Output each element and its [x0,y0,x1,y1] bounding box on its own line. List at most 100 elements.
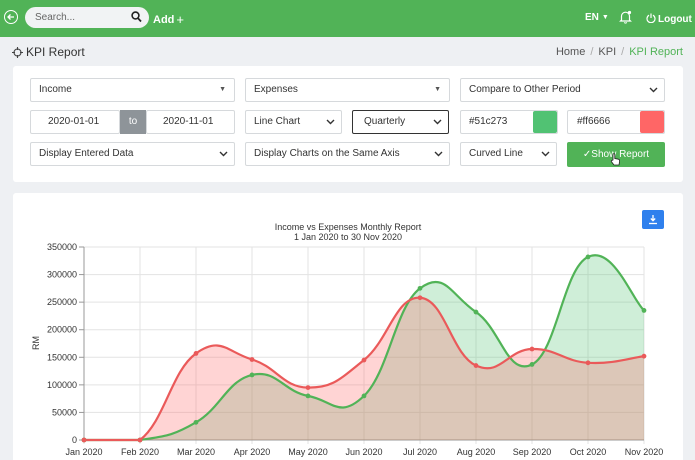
search-input[interactable] [35,10,125,25]
line-style-select[interactable]: Curved Line [460,142,557,166]
x-tick-label: Sep 2020 [513,447,552,457]
chevron-down-icon [326,119,335,125]
search-icon[interactable] [131,11,142,23]
checkmark-icon: ✓ [582,149,592,160]
breadcrumb-current: KPI Report [629,46,683,58]
chevron-down-icon [541,151,550,157]
display-data-select[interactable]: Display Entered Data [30,142,235,166]
page-header: KPI Report Home / KPI / KPI Report [0,37,695,67]
top-navigation-bar: Add+ EN▼ Logout [0,0,695,37]
page-title-text: KPI Report [26,45,85,59]
page-title: KPI Report [12,45,85,59]
breadcrumb-separator: / [621,46,625,58]
x-tick-label: Mar 2020 [177,447,215,457]
series-point-1 [417,295,423,301]
notification-bell-icon[interactable] [619,10,632,27]
y-axis-label: RM [31,336,41,350]
x-tick-label: Jun 2020 [345,447,382,457]
crosshair-icon [12,47,23,58]
series-point-1 [529,346,535,352]
chart-type-select[interactable]: Line Chart [245,110,342,134]
x-tick-label: Jul 2020 [403,447,437,457]
language-label: EN [585,12,599,23]
download-button[interactable] [642,210,664,229]
to-label-text: to [128,116,138,127]
date-from-field[interactable]: 2020-01-01 [30,110,120,134]
chevron-down-icon [434,151,443,157]
income-select[interactable]: Income ▼ [30,78,235,102]
series-point-1 [137,437,143,443]
x-tick-label: Oct 2020 [570,447,607,457]
breadcrumb-separator: / [590,46,594,58]
period-select[interactable]: Quarterly [352,110,449,134]
y-tick-label: 200000 [47,325,77,335]
logout-label: Logout [658,14,692,25]
search-box [25,7,149,28]
series-point-0 [193,419,199,425]
caret-down-icon: ▼ [219,86,226,93]
add-label: Add [153,14,175,26]
income-color-swatch[interactable] [533,111,557,133]
series-area-0 [84,255,644,440]
expenses-color-value: #ff6666 [577,116,611,127]
period-value: Quarterly [364,116,406,127]
chevron-down-icon [219,151,228,157]
back-arrow-icon[interactable] [4,10,18,24]
expenses-select[interactable]: Expenses ▼ [245,78,450,102]
compare-period-value: Compare to Other Period [469,84,581,95]
y-tick-label: 300000 [47,270,77,280]
chart-type-value: Line Chart [254,116,301,127]
y-tick-label: 50000 [52,407,77,417]
series-point-1 [473,363,479,368]
logout-button[interactable]: Logout [646,12,692,25]
x-tick-label: Feb 2020 [121,447,159,457]
display-data-value: Display Entered Data [39,148,134,159]
y-tick-label: 250000 [47,297,77,307]
chevron-down-icon [649,87,658,93]
chevron-down-icon [433,119,442,125]
plus-icon: + [176,12,184,27]
caret-down-icon: ▼ [601,14,609,21]
breadcrumb-kpi[interactable]: KPI [598,46,617,58]
series-point-0 [473,309,479,315]
date-to-field[interactable]: 2020-11-01 [146,110,235,134]
series-point-1 [249,357,255,362]
line-style-value: Curved Line [469,148,523,159]
x-tick-label: Aug 2020 [457,447,496,457]
series-area-1 [84,297,644,440]
series-point-1 [305,385,311,391]
expenses-color-swatch[interactable] [640,111,664,133]
date-range-to-label: to [120,110,146,134]
download-icon [649,215,657,225]
expenses-select-value: Expenses [254,84,298,95]
power-icon [646,13,656,24]
series-point-0 [249,372,255,378]
series-point-1 [585,360,591,366]
series-point-0 [361,393,367,399]
y-tick-label: 350000 [47,242,77,252]
breadcrumb: Home / KPI / KPI Report [556,46,683,58]
series-point-1 [193,351,199,356]
show-report-button[interactable]: ✓Show Report [567,142,665,167]
add-button[interactable]: Add + [153,11,184,27]
compare-period-select[interactable]: Compare to Other Period [460,78,665,102]
chart-title: Income vs Expenses Monthly Report [275,222,422,232]
series-point-0 [305,393,311,399]
y-tick-label: 100000 [47,380,77,390]
chart-subtitle: 1 Jan 2020 to 30 Nov 2020 [294,232,402,242]
y-tick-label: 0 [72,435,77,445]
language-selector[interactable]: EN ▼ [585,12,609,23]
series-point-0 [529,362,535,367]
hand-pointer-icon [610,153,621,166]
chart-panel [13,193,683,460]
income-select-value: Income [39,84,72,95]
axis-mode-select[interactable]: Display Charts on the Same Axis [245,142,450,166]
series-point-0 [585,254,591,260]
series-point-1 [81,437,87,443]
series-point-1 [641,353,647,359]
breadcrumb-home[interactable]: Home [555,46,586,58]
x-tick-label: Jan 2020 [65,447,102,457]
series-point-0 [641,308,647,313]
x-tick-label: Nov 2020 [625,447,664,457]
